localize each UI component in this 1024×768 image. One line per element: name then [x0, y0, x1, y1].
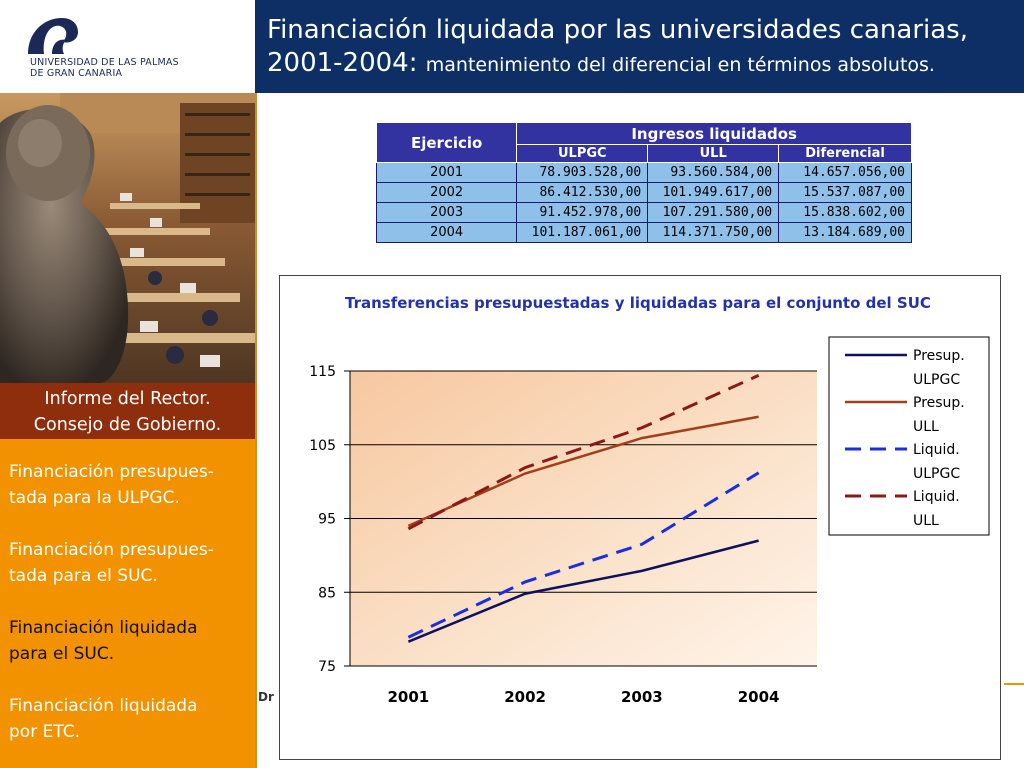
- report-caption-line2: Consejo de Gobierno.: [33, 415, 222, 435]
- chart-title: Transferencias presupuestadas y liquidad…: [345, 294, 931, 312]
- university-name-line1: UNIVERSIDAD DE LAS PALMAS: [30, 57, 179, 68]
- university-emblem-icon: [28, 18, 78, 54]
- ingresos-table: Ejercicio Ingresos liquidados ULPGC ULL …: [375, 122, 912, 243]
- library-photo: [0, 93, 255, 383]
- menu-item-line: para el SUC.: [9, 644, 115, 664]
- footer-text: Dr: [258, 690, 274, 704]
- menu-item-line: por ETC.: [9, 722, 80, 742]
- cell-diferencial: 15.838.602,00: [778, 202, 912, 223]
- header-ingresos-liquidados: Ingresos liquidados: [516, 122, 912, 145]
- menu-item-line: Financiación presupues-: [9, 540, 214, 560]
- y-tick-label: 75: [318, 659, 336, 675]
- x-axis: 2001 2002 2003 2004: [388, 688, 780, 706]
- x-tick-label: 2003: [621, 688, 663, 706]
- menu-item-line: tada para el SUC.: [9, 566, 158, 586]
- series-line-3: [407, 374, 760, 531]
- slide-title-bar: Financiación liquidada por las universid…: [255, 0, 1024, 93]
- cell-year: 2001: [375, 162, 518, 183]
- cell-diferencial: 15.537.087,00: [778, 182, 912, 203]
- university-name-line2: DE GRAN CANARIA: [30, 68, 123, 79]
- y-axis: 75 85 95 105 115: [309, 364, 336, 675]
- slide-title-years: 2001-2004:: [267, 48, 418, 78]
- sidebar-divider: [255, 93, 257, 768]
- legend-box: [828, 336, 990, 536]
- menu-item-presupuestada-suc[interactable]: Financiación presupues- tada para el SUC…: [9, 537, 245, 589]
- series-line-0: [407, 539, 759, 643]
- menu-item-line: tada para la ULPGC.: [9, 488, 180, 508]
- cell-ulpgc: 101.187.061,00: [516, 222, 649, 243]
- cell-diferencial: 13.184.689,00: [778, 222, 912, 243]
- x-tick-label: 2002: [504, 688, 546, 706]
- cell-ull: 101.949.617,00: [647, 182, 780, 203]
- menu-item-liquidada-suc[interactable]: Financiación liquidada para el SUC.: [9, 615, 245, 667]
- legend-label: ULL: [913, 513, 939, 529]
- menu-item-presupuestada-ulpgc[interactable]: Financiación presupues- tada para la ULP…: [9, 459, 245, 511]
- x-tick-label: 2001: [388, 688, 430, 706]
- section-menu: Financiación presupues- tada para la ULP…: [0, 439, 255, 768]
- report-caption: Informe del Rector. Consejo de Gobierno.: [0, 383, 255, 439]
- header-diferencial: Diferencial: [778, 144, 912, 163]
- cell-ulpgc: 91.452.978,00: [516, 202, 649, 223]
- header-ulpgc: ULPGC: [516, 144, 649, 163]
- x-tick-label: 2004: [738, 688, 780, 706]
- line-chart: Transferencias presupuestadas y liquidad…: [309, 294, 990, 706]
- chart-legend: Presup. ULPGC Presup. ULL Liquid. ULPGC Liquid…: [828, 336, 990, 536]
- y-tick-label: 115: [309, 364, 336, 380]
- legend-label: ULL: [913, 419, 939, 435]
- legend-label: Presup.: [913, 395, 965, 411]
- y-tick-label: 85: [318, 585, 336, 601]
- cell-ulpgc: 86.412.530,00: [516, 182, 649, 203]
- footer-rule: [1004, 683, 1024, 685]
- menu-item-liquidada-etc[interactable]: Financiación liquidada por ETC.: [9, 693, 245, 745]
- cell-year: 2003: [375, 202, 518, 223]
- chart-series: [407, 374, 760, 643]
- slide-subtitle: mantenimiento del diferencial en término…: [425, 54, 935, 76]
- header-ull: ULL: [647, 144, 780, 163]
- cell-ull: 107.291.580,00: [647, 202, 780, 223]
- cell-ulpgc: 78.903.528,00: [516, 162, 649, 183]
- table-row: 2002 86.412.530,00 101.949.617,00 15.537…: [375, 182, 912, 203]
- table-row: 2003 91.452.978,00 107.291.580,00 15.838…: [375, 202, 912, 223]
- menu-item-line: Financiación presupues-: [9, 462, 214, 482]
- cell-year: 2002: [375, 182, 518, 203]
- series-line-2: [407, 471, 760, 639]
- y-tick-label: 95: [318, 512, 336, 528]
- menu-item-line: Financiación liquidada: [9, 618, 198, 638]
- y-tick-label: 105: [309, 438, 336, 454]
- legend-label: Liquid.: [913, 489, 960, 505]
- cell-ull: 93.560.584,00: [647, 162, 780, 183]
- menu-item-line: Financiación liquidada: [9, 696, 198, 716]
- university-name: UNIVERSIDAD DE LAS PALMAS DE GRAN CANARI…: [30, 57, 179, 79]
- cell-diferencial: 14.657.056,00: [778, 162, 912, 183]
- table-row: 2004 101.187.061,00 114.371.750,00 13.18…: [375, 222, 912, 243]
- cell-year: 2004: [375, 222, 518, 243]
- legend-label: ULPGC: [913, 372, 960, 388]
- chart-frame: Transferencias presupuestadas y liquidad…: [279, 275, 1001, 760]
- report-caption-line1: Informe del Rector.: [44, 389, 211, 409]
- legend-label: Presup.: [913, 348, 965, 364]
- slide-title-line1: Financiación liquidada por las universid…: [267, 15, 968, 45]
- university-logo: UNIVERSIDAD DE LAS PALMAS DE GRAN CANARI…: [0, 0, 255, 93]
- slide-title-line2: 2001-2004: mantenimiento del diferencial…: [267, 46, 1024, 82]
- table-row: 2001 78.903.528,00 93.560.584,00 14.657.…: [375, 162, 912, 183]
- chart-grid: [344, 370, 817, 667]
- header-ejercicio: Ejercicio: [375, 122, 518, 163]
- legend-label: Liquid.: [913, 442, 960, 458]
- cell-ull: 114.371.750,00: [647, 222, 780, 243]
- legend-label: ULPGC: [913, 466, 960, 482]
- library-photo-image: [0, 93, 255, 383]
